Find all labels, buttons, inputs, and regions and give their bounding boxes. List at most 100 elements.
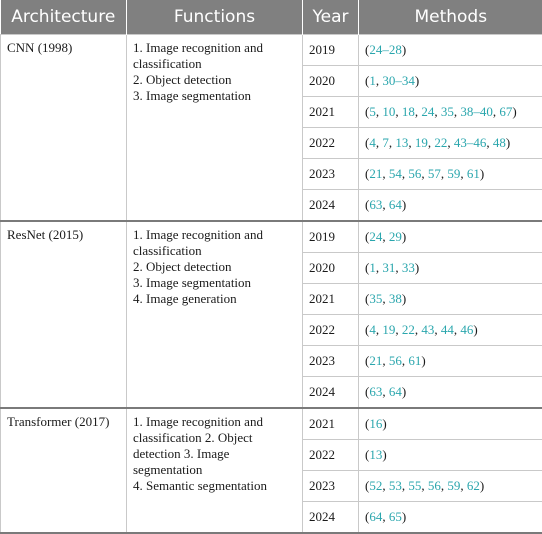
functions-cell: 1. Image recognition and classification … [127,408,303,533]
table-body: CNN (1998)1. Image recognition and class… [1,35,542,534]
function-item: 1. Image recognition and classification … [133,414,296,478]
citation-link[interactable]: 16 [369,416,382,431]
year-cell: 2024 [303,377,359,409]
citation-link[interactable]: 59 [447,478,460,493]
citation-link[interactable]: 56 [408,166,421,181]
architecture-cell: Transformer (2017) [1,408,127,533]
citation-link[interactable]: 38–40 [460,104,493,119]
citation-link[interactable]: 10 [382,104,395,119]
citation-link[interactable]: 5 [369,104,376,119]
citation-link[interactable]: 67 [499,104,512,119]
year-cell: 2023 [303,346,359,377]
methods-cell: (4, 19, 22, 43, 44, 46) [359,315,542,346]
methods-cell: (24, 29) [359,221,542,253]
year-cell: 2020 [303,253,359,284]
function-item: 3. Image segmentation [133,275,296,291]
methods-cell: (21, 56, 61) [359,346,542,377]
citation-link[interactable]: 62 [467,478,480,493]
citation-link[interactable]: 48 [493,135,506,150]
citation-link[interactable]: 21 [369,166,382,181]
header-functions: Functions [127,0,303,35]
header-year: Year [303,0,359,35]
citation-link[interactable]: 31 [382,260,395,275]
citation-link[interactable]: 61 [408,353,421,368]
methods-cell: (4, 7, 13, 19, 22, 43–46, 48) [359,128,542,159]
citation-link[interactable]: 24 [421,104,434,119]
citation-link[interactable]: 65 [389,509,402,524]
citation-link[interactable]: 19 [415,135,428,150]
citation-link[interactable]: 52 [369,478,382,493]
citation-link[interactable]: 19 [382,322,395,337]
citation-link[interactable]: 35 [441,104,454,119]
function-item: 2. Object detection [133,259,296,275]
citation-link[interactable]: 7 [382,135,389,150]
citation-link[interactable]: 43 [421,322,434,337]
citation-link[interactable]: 33 [402,260,415,275]
citation-link[interactable]: 1 [369,73,376,88]
citation-link[interactable]: 38 [389,291,402,306]
architecture-cell: ResNet (2015) [1,221,127,408]
citation-link[interactable]: 21 [369,353,382,368]
citation-link[interactable]: 4 [369,135,376,150]
year-cell: 2022 [303,440,359,471]
citation-link[interactable]: 13 [369,447,382,462]
citation-link[interactable]: 55 [408,478,421,493]
citation-link[interactable]: 61 [467,166,480,181]
header-row: Architecture Functions Year Methods [1,0,542,35]
methods-cell: (5, 10, 18, 24, 35, 38–40, 67) [359,97,542,128]
citation-link[interactable]: 64 [389,384,402,399]
citation-link[interactable]: 43–46 [454,135,487,150]
methods-cell: (35, 38) [359,284,542,315]
methods-cell: (1, 31, 33) [359,253,542,284]
citation-link[interactable]: 22 [434,135,447,150]
year-cell: 2023 [303,159,359,190]
methods-cell: (64, 65) [359,502,542,534]
citation-link[interactable]: 64 [389,197,402,212]
citation-link[interactable]: 64 [369,509,382,524]
citation-link[interactable]: 59 [447,166,460,181]
year-cell: 2019 [303,35,359,66]
citation-link[interactable]: 53 [389,478,402,493]
function-item: 3. Image segmentation [133,88,296,104]
table-row: ResNet (2015)1. Image recognition and cl… [1,221,542,253]
methods-cell: (24–28) [359,35,542,66]
citation-link[interactable]: 18 [402,104,415,119]
citation-link[interactable]: 4 [369,322,376,337]
citation-link[interactable]: 24 [369,229,382,244]
citation-link[interactable]: 63 [369,197,382,212]
table-row: Transformer (2017)1. Image recognition a… [1,408,542,440]
year-cell: 2022 [303,128,359,159]
year-cell: 2021 [303,408,359,440]
citation-link[interactable]: 46 [460,322,473,337]
methods-cell: (21, 54, 56, 57, 59, 61) [359,159,542,190]
function-item: 4. Semantic segmentation [133,478,296,494]
citation-link[interactable]: 24–28 [369,42,402,57]
year-cell: 2024 [303,190,359,222]
citation-link[interactable]: 30–34 [382,73,415,88]
methods-cell: (63, 64) [359,190,542,222]
citation-link[interactable]: 63 [369,384,382,399]
function-item: 1. Image recognition and classification [133,227,296,259]
citation-link[interactable]: 56 [428,478,441,493]
year-cell: 2021 [303,284,359,315]
year-cell: 2021 [303,97,359,128]
citation-link[interactable]: 1 [369,260,376,275]
methods-cell: (52, 53, 55, 56, 59, 62) [359,471,542,502]
table-row: CNN (1998)1. Image recognition and class… [1,35,542,66]
citation-link[interactable]: 54 [389,166,402,181]
year-cell: 2024 [303,502,359,534]
methods-cell: (1, 30–34) [359,66,542,97]
citation-link[interactable]: 29 [389,229,402,244]
citation-link[interactable]: 57 [428,166,441,181]
citation-link[interactable]: 44 [441,322,454,337]
header-methods: Methods [359,0,542,35]
function-item: 1. Image recognition and classification [133,40,296,72]
citation-link[interactable]: 35 [369,291,382,306]
citation-link[interactable]: 56 [389,353,402,368]
function-item: 2. Object detection [133,72,296,88]
citation-link[interactable]: 13 [395,135,408,150]
methods-cell: (13) [359,440,542,471]
citation-link[interactable]: 22 [402,322,415,337]
